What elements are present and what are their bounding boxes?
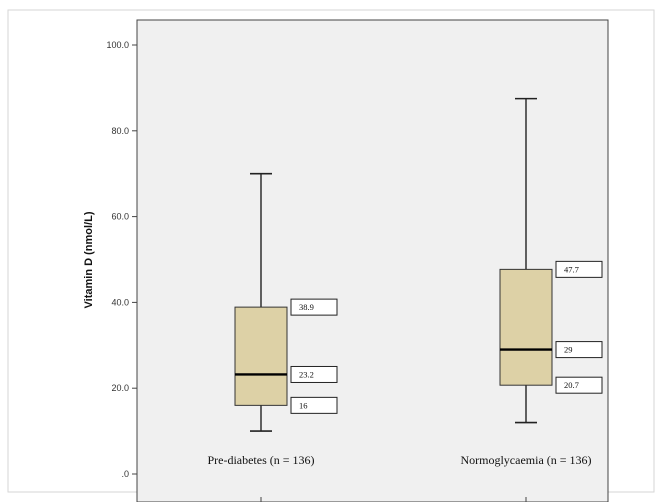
box-iqr: [499, 268, 553, 386]
box-group: 47.7 29 20.7 Normoglycaemia (n = 136): [460, 97, 603, 502]
value-annotation-box: [555, 260, 603, 278]
value-annotation-box: [290, 298, 338, 316]
category-label: Pre-diabetes (n = 136): [207, 453, 314, 467]
value-annotation: 20.7: [564, 380, 579, 390]
value-annotation: 47.7: [564, 264, 579, 274]
value-annotation-box: [555, 341, 603, 359]
category-label: Normoglycaemia (n = 136): [460, 453, 591, 467]
value-annotation: 23.2: [299, 369, 314, 379]
y-tick-label: 80.0: [111, 126, 129, 136]
plot-area: [136, 19, 609, 502]
value-annotation-box: [555, 376, 603, 394]
boxes: 38.9 23.2 16 Pre-diabetes (n = 136) 47.7 29 20…: [207, 97, 603, 502]
value-annotation-box: [290, 396, 338, 414]
y-tick-label: 60.0: [111, 212, 129, 222]
value-annotation-box: [290, 365, 338, 383]
y-axis-title: Vitamin D (nmol/L): [83, 211, 95, 308]
box-group: 38.9 23.2 16 Pre-diabetes (n = 136): [207, 172, 338, 502]
box-iqr: [234, 306, 288, 406]
y-tick-label: 40.0: [111, 297, 129, 307]
y-tick-label: 100.0: [106, 40, 129, 50]
y-axis: .0 20.0 40.0 60.0 80.0 100.0: [106, 40, 137, 479]
y-tick-label: 20.0: [111, 383, 129, 393]
value-annotation: 38.9: [299, 302, 314, 312]
value-annotation: 16: [299, 400, 308, 410]
y-tick-label: .0: [121, 469, 129, 479]
value-annotation: 29: [564, 345, 573, 355]
